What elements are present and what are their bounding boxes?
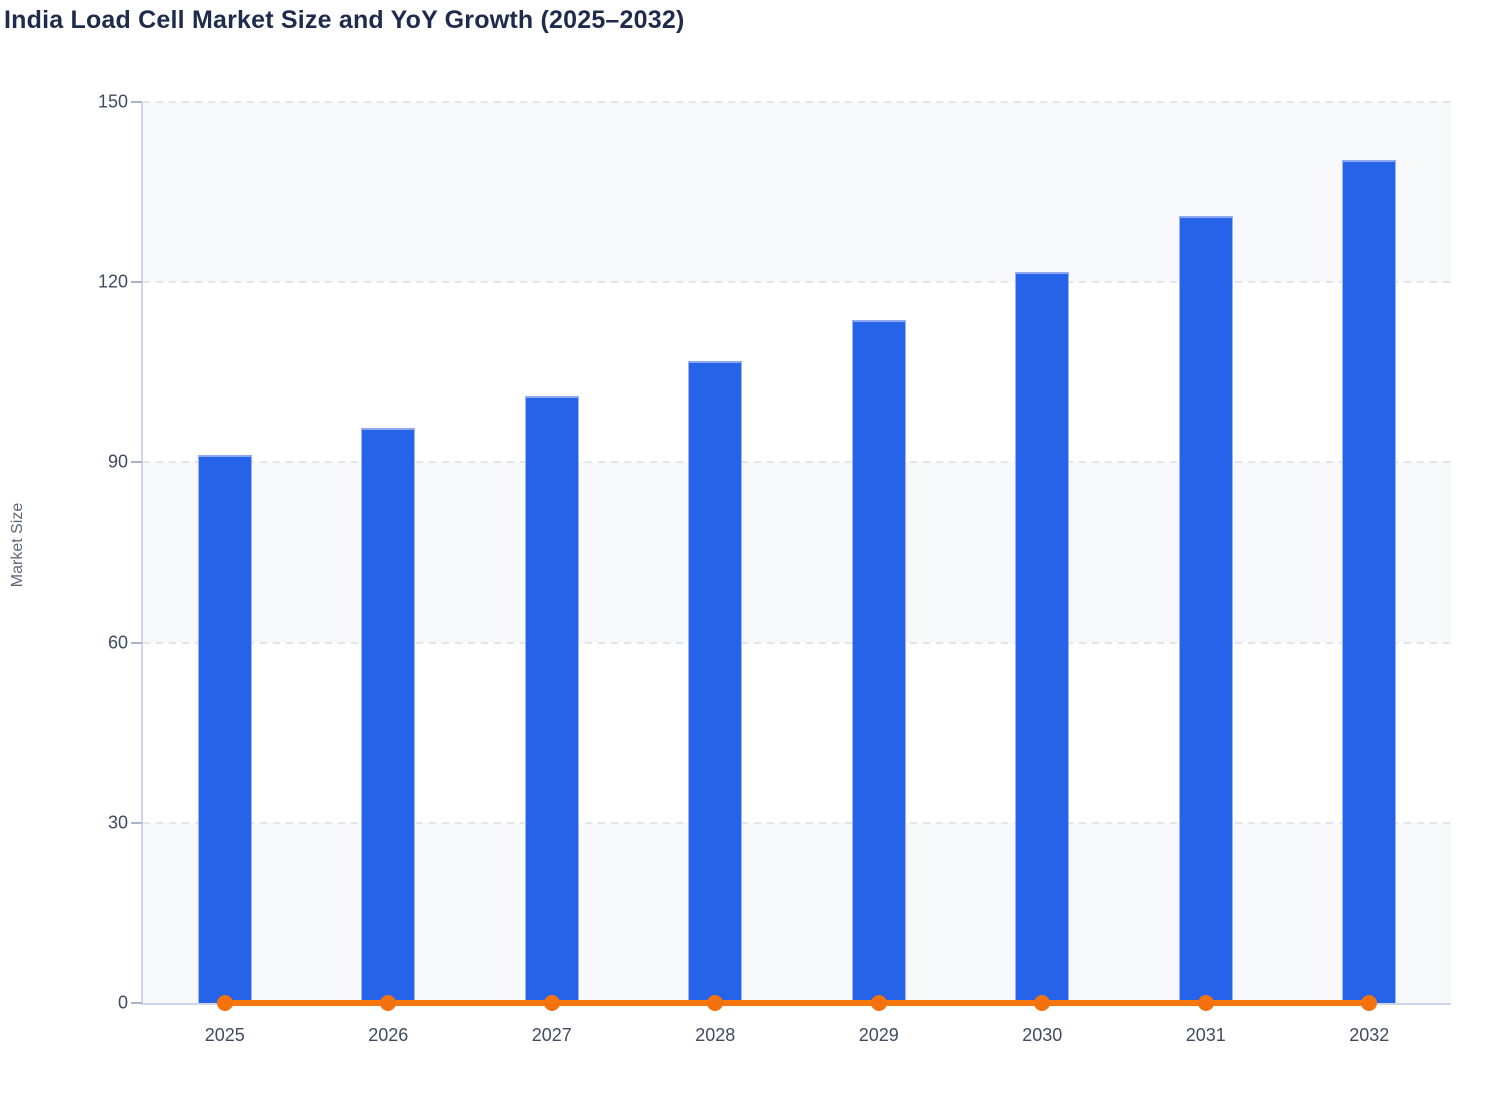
bar-2029[interactable]: [851, 320, 906, 1003]
gridline-150: [143, 101, 1451, 103]
plot-band-1: [143, 282, 1451, 463]
y-tick-mark-30: [131, 821, 142, 824]
x-axis-label-2031: 2031: [1185, 1025, 1226, 1045]
yoy-point-2032[interactable]: [1361, 995, 1378, 1011]
yoy-point-2031[interactable]: [1197, 995, 1214, 1011]
yoy-point-2027[interactable]: [543, 995, 560, 1011]
bar-2030[interactable]: [1015, 272, 1070, 1003]
y-tick-mark-120: [131, 281, 142, 284]
y-tick-label-0: 0: [117, 992, 128, 1013]
plot-band-4: [143, 822, 1451, 1003]
chart-title: India Load Cell Market Size and YoY Grow…: [4, 6, 685, 34]
gridline-120: [143, 281, 1451, 284]
yoy-growth-line: [224, 1000, 1370, 1006]
bar-2027[interactable]: [524, 396, 579, 1003]
bar-2031[interactable]: [1178, 216, 1233, 1003]
x-axis-label-2027: 2027: [531, 1025, 572, 1045]
y-tick-label-30: 30: [107, 812, 128, 833]
x-axis-label-2026: 2026: [368, 1025, 409, 1045]
y-tick-mark-150: [131, 101, 142, 103]
yoy-point-2030[interactable]: [1034, 995, 1051, 1011]
gridline-90: [143, 461, 1451, 464]
plot-area: 2025 2026 2027 2028 2029 2030 2031 2032: [141, 101, 1451, 1045]
x-axis-label-2028: 2028: [695, 1025, 736, 1045]
bar-2026[interactable]: [361, 427, 416, 1003]
y-tick-label-150: 150: [97, 91, 128, 112]
y-tick-label-60: 60: [107, 632, 128, 653]
bar-2028[interactable]: [688, 360, 743, 1003]
bar-2025[interactable]: [197, 455, 252, 1003]
y-tick-mark-60: [131, 641, 142, 644]
bar-2032[interactable]: [1342, 160, 1397, 1003]
plot-band-2: [143, 462, 1451, 643]
plot-band-0: [143, 102, 1451, 283]
yoy-point-2028[interactable]: [707, 995, 724, 1011]
x-axis-label-2032: 2032: [1349, 1025, 1390, 1045]
x-axis-label-2030: 2030: [1022, 1025, 1063, 1045]
x-axis-label-2025: 2025: [204, 1025, 245, 1045]
y-axis-title: Market Size: [9, 502, 26, 588]
yoy-point-2029[interactable]: [870, 995, 887, 1011]
y-tick-label-120: 120: [97, 271, 128, 292]
y-tick-label-90: 90: [107, 451, 128, 472]
y-tick-mark-0: [131, 1002, 142, 1004]
yoy-point-2026[interactable]: [380, 995, 397, 1011]
gridline-60: [143, 641, 1451, 644]
x-axis-label-2029: 2029: [858, 1025, 899, 1045]
yoy-point-2025[interactable]: [216, 995, 233, 1011]
y-tick-mark-90: [131, 461, 142, 464]
plot-band-3: [143, 642, 1451, 823]
gridline-30: [143, 821, 1451, 824]
